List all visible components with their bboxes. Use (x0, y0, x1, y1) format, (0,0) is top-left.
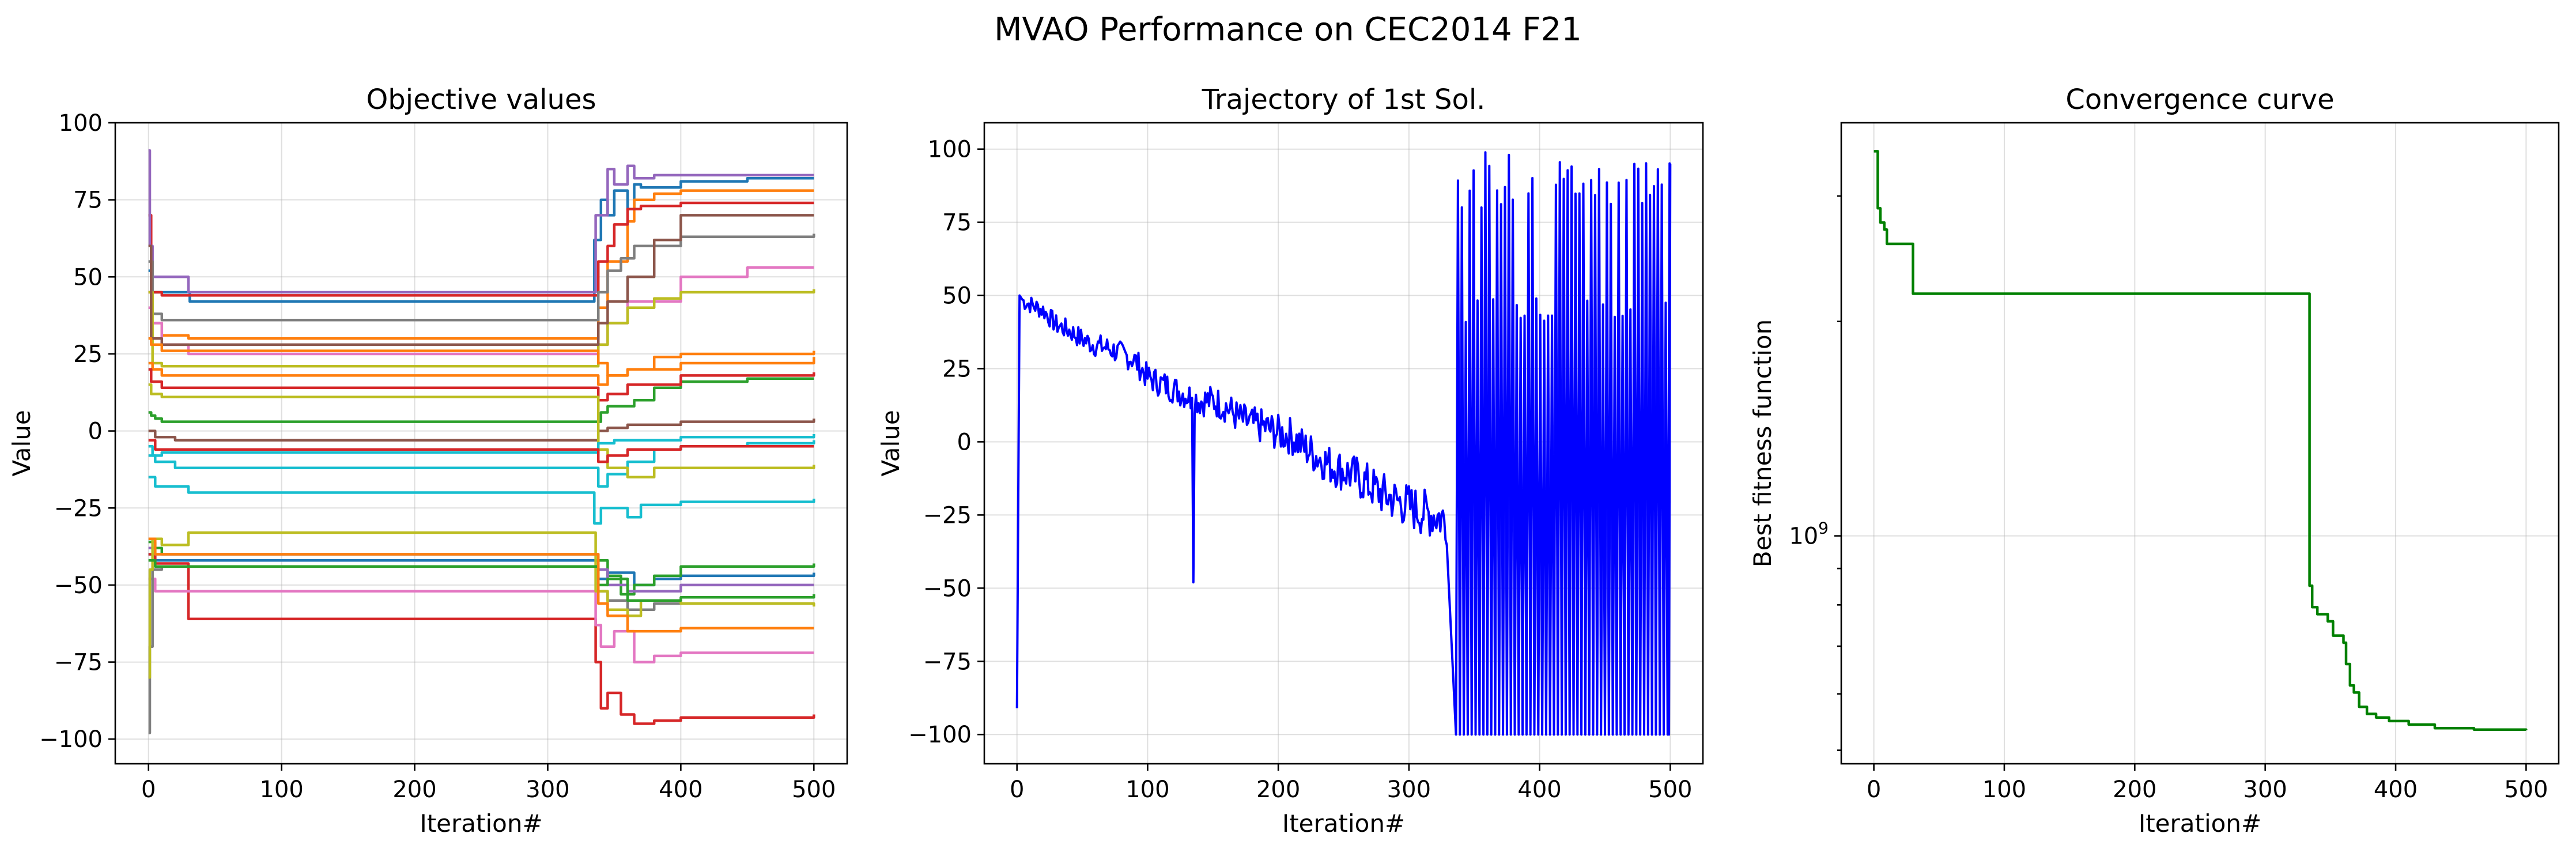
y-tick-label: −50 (54, 572, 103, 599)
axes-title: Objective values (367, 84, 596, 116)
series-line-10 (148, 553, 815, 587)
x-tick-label: 500 (792, 776, 836, 803)
series-line-22 (148, 383, 815, 479)
x-tick-label: 300 (2243, 776, 2287, 803)
series-line-5 (148, 418, 815, 442)
series-line-19 (148, 476, 815, 525)
y-tick-label: 25 (73, 341, 103, 368)
y-tick-label: 75 (942, 210, 972, 236)
y-axis-label: Best fitness function (1748, 319, 1777, 567)
x-tick-label: 0 (1010, 776, 1024, 803)
y-tick-label: 50 (73, 264, 103, 291)
x-tick-label: 100 (1982, 776, 2026, 803)
x-tick-label: 100 (1125, 776, 1169, 803)
x-tick-label: 200 (1256, 776, 1300, 803)
axes-title: Trajectory of 1st Sol. (1202, 84, 1486, 116)
y-tick-label: −25 (54, 495, 103, 522)
series-line-0 (148, 176, 814, 303)
convergence-curve-panel: 0 100 200 300 400 500 109 Convergence curve Iter… (1748, 84, 2560, 838)
series-line-6 (148, 266, 814, 356)
trajectory-panel: 0 100 200 300 400 500 −100 −75 −50 −25 0 25 50 75 100 T… (877, 84, 1704, 838)
series-line-2 (148, 377, 814, 423)
axes-title: Convergence curve (2065, 84, 2334, 116)
y-tick-label: 0 (88, 418, 103, 445)
axes-frame (983, 122, 1704, 765)
x-tick-label: 500 (2504, 776, 2548, 803)
objective-values-panel: 0 100 200 300 400 500 −100 −75 −50 −25 0 25 50 75 100 O… (7, 84, 848, 838)
x-axis-label: Iteration# (420, 809, 542, 838)
y-tick-label: 109 (1789, 519, 1829, 550)
y-tick-label-exponent: 9 (1818, 519, 1829, 538)
x-tick-label: 400 (1517, 776, 1561, 803)
x-tick-label: 0 (141, 776, 156, 803)
y-tick-label: −25 (923, 502, 972, 529)
y-tick-label: 100 (928, 137, 972, 163)
axes-frame (114, 122, 848, 765)
y-tick-label: −100 (908, 722, 972, 748)
plot-area (1015, 151, 1672, 736)
x-tick-label: 200 (2113, 776, 2156, 803)
series-line-11 (148, 350, 815, 386)
series-line-15 (148, 214, 814, 346)
series-line-23 (148, 434, 815, 457)
figure-suptitle: MVAO Performance on CEC2014 F21 (994, 11, 1582, 48)
x-tick-label: 400 (2374, 776, 2418, 803)
plot-area (1874, 150, 2528, 731)
x-tick-label: 500 (1648, 776, 1692, 803)
x-axis-label: Iteration# (1282, 809, 1405, 838)
series-line-0 (1015, 151, 1672, 736)
series-line-24 (148, 559, 815, 602)
y-axis-label: Value (7, 410, 36, 476)
y-tick-label: 75 (73, 187, 103, 214)
series-line-26 (148, 537, 814, 633)
series-line-16 (148, 577, 814, 663)
x-tick-label: 300 (526, 776, 569, 803)
series-line-4 (148, 149, 814, 294)
series-line-21 (148, 368, 815, 402)
series-line-0 (1874, 150, 2528, 731)
y-tick-label: −100 (39, 726, 103, 753)
axes-frame (1840, 122, 2560, 765)
x-tick-label: 0 (1867, 776, 1881, 803)
series-line-8 (148, 289, 815, 368)
x-tick-label: 200 (392, 776, 436, 803)
y-axis-label: Value (877, 410, 905, 476)
x-axis-label: Iteration# (2139, 809, 2261, 838)
y-tick-label: −75 (54, 650, 103, 676)
plot-area (148, 149, 815, 734)
series-line-12 (148, 540, 815, 596)
series-line-7 (148, 233, 815, 322)
x-tick-label: 100 (259, 776, 303, 803)
series-line-25 (148, 439, 814, 463)
x-tick-label: 300 (1387, 776, 1431, 803)
y-tick-label: −50 (923, 575, 972, 602)
series-line-3 (148, 201, 814, 297)
y-tick-label: 0 (957, 429, 972, 455)
y-tick-label: 25 (942, 356, 972, 383)
series-line-13 (148, 553, 815, 725)
y-tick-label: 50 (942, 283, 972, 310)
y-tick-label: −75 (923, 648, 972, 675)
y-tick-label: 100 (59, 110, 103, 137)
series-line-20 (148, 337, 815, 377)
series-line-1 (148, 189, 814, 340)
x-tick-label: 400 (659, 776, 702, 803)
